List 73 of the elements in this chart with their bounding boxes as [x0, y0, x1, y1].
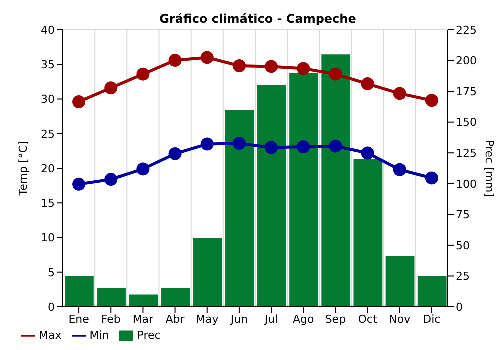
- y2-tick-label: 175: [456, 85, 477, 98]
- y2-tick-label: 150: [456, 116, 477, 130]
- y2-tick-label: 50: [456, 239, 470, 252]
- y-tick-label: 15: [41, 197, 55, 210]
- point: [329, 68, 342, 81]
- point: [136, 162, 150, 176]
- x-tick-label: Nov: [389, 312, 412, 326]
- y-tick-label: 35: [41, 58, 55, 72]
- point: [393, 163, 406, 176]
- x-tick-label: May: [196, 312, 220, 326]
- bar: [354, 159, 383, 307]
- y-tick-label: 25: [41, 128, 55, 141]
- point: [104, 82, 118, 95]
- point: [361, 146, 374, 160]
- bar: [65, 276, 94, 307]
- y2-tick-label: 0: [456, 300, 463, 314]
- point: [329, 140, 342, 153]
- y-tick-label: 40: [41, 24, 55, 37]
- legend-label: Max: [39, 329, 62, 342]
- bar: [161, 288, 190, 307]
- point: [425, 94, 438, 108]
- x-tick-label: Feb: [101, 312, 121, 326]
- point: [232, 137, 246, 150]
- bar: [225, 110, 254, 307]
- y2-tick-label: 100: [456, 178, 477, 191]
- y-tick-label: 5: [48, 266, 55, 280]
- x-tick-label: Oct: [358, 312, 378, 326]
- point: [232, 60, 246, 73]
- y-tick-label: 10: [41, 232, 55, 245]
- x-tick-label: Jul: [264, 312, 278, 326]
- legend-label: Min: [90, 329, 110, 342]
- x-tick-label: Ene: [68, 312, 90, 326]
- y2-tick-label: 200: [456, 54, 477, 68]
- point: [200, 51, 214, 64]
- point: [393, 87, 406, 100]
- chart-title: Gráfico climático - Campeche: [160, 12, 356, 26]
- y-axis-title: Temp [°C]: [16, 141, 30, 197]
- point: [72, 96, 86, 109]
- y2-tick-label: 125: [456, 147, 477, 160]
- bar: [129, 294, 158, 307]
- point: [72, 178, 86, 191]
- x-tick-label: Ago: [293, 312, 315, 326]
- bar: [290, 73, 318, 307]
- bar: [97, 288, 126, 307]
- x-tick-label: Jun: [230, 312, 248, 326]
- point: [104, 173, 118, 186]
- bar: [258, 85, 286, 307]
- bar: [193, 238, 222, 307]
- y-tick-label: 20: [41, 162, 55, 176]
- point: [200, 138, 214, 151]
- point: [136, 68, 150, 81]
- y-tick-label: 30: [41, 93, 55, 106]
- point: [425, 172, 438, 185]
- point: [265, 60, 278, 74]
- bar: [386, 256, 415, 307]
- x-tick-label: Mar: [132, 312, 154, 326]
- legend-label: Prec: [137, 329, 161, 342]
- point: [297, 62, 310, 76]
- point: [265, 141, 278, 154]
- y2-tick-label: 25: [456, 270, 470, 284]
- y2-tick-label: 225: [456, 24, 477, 37]
- y2-tick-label: 75: [456, 208, 470, 222]
- point: [297, 140, 310, 154]
- point: [168, 54, 182, 67]
- x-tick-label: Dic: [423, 312, 441, 326]
- point: [168, 147, 182, 160]
- y2-axis-title: Prec [mm]: [483, 140, 496, 198]
- y-tick-label: 0: [48, 300, 55, 314]
- bar: [322, 54, 351, 307]
- x-tick-label: Abr: [166, 312, 186, 326]
- point: [361, 78, 374, 91]
- bar: [418, 276, 447, 307]
- x-tick-label: Sep: [325, 312, 346, 326]
